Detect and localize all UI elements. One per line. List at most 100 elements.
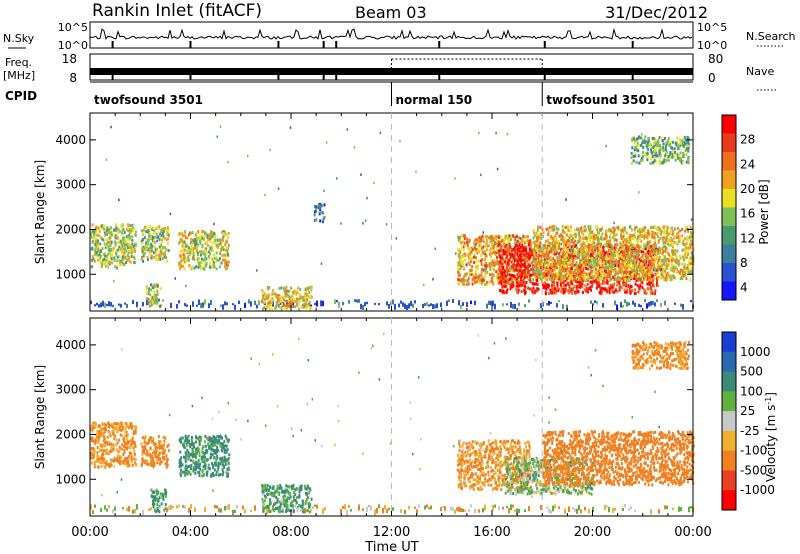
range-cell <box>123 231 126 235</box>
range-cell <box>536 268 539 272</box>
range-cell <box>480 239 483 243</box>
range-cell <box>101 262 104 266</box>
range-cell <box>582 254 585 258</box>
range-cell <box>683 141 686 145</box>
range-cell <box>153 251 155 255</box>
range-cell <box>506 254 509 258</box>
range-cell <box>476 265 479 269</box>
range-cell <box>473 253 476 257</box>
range-cell <box>165 238 168 242</box>
range-cell <box>516 260 519 263</box>
ground-scatter <box>654 302 656 307</box>
ground-scatter <box>412 303 414 308</box>
range-cell <box>127 234 129 238</box>
ground-scatter <box>354 299 356 303</box>
ground-scatter <box>310 304 312 308</box>
range-cell <box>319 208 322 212</box>
range-cell <box>605 236 608 239</box>
range-cell <box>283 298 285 302</box>
range-cell <box>142 245 145 249</box>
range-cell <box>522 235 525 238</box>
range-cell <box>560 272 563 276</box>
range-cell <box>92 231 95 235</box>
range-cell <box>652 277 655 281</box>
range-cell <box>553 225 556 228</box>
range-cell <box>288 298 291 302</box>
range-cell <box>575 279 577 283</box>
range-cell <box>583 242 586 246</box>
range-cell <box>128 228 131 232</box>
range-cell <box>652 245 655 248</box>
range-cell <box>613 275 616 279</box>
range-cell <box>525 256 528 260</box>
range-cell <box>555 252 558 256</box>
range-cell <box>153 245 156 249</box>
range-cell <box>578 263 581 267</box>
range-cell <box>156 284 159 288</box>
ground-scatter <box>648 301 650 307</box>
range-cell <box>533 273 536 277</box>
range-cell <box>592 278 595 282</box>
range-cell <box>678 240 681 244</box>
range-cell <box>524 246 527 250</box>
range-cell <box>186 236 189 240</box>
range-cell <box>682 274 685 278</box>
range-cell <box>647 249 650 253</box>
range-cell <box>126 254 129 257</box>
range-cell <box>194 246 197 250</box>
range-cell <box>643 252 646 256</box>
range-cell <box>600 286 603 290</box>
range-cell <box>653 235 656 239</box>
range-cell <box>527 253 530 257</box>
range-cell <box>549 258 552 262</box>
range-cell <box>650 266 653 270</box>
range-cell <box>91 223 94 227</box>
range-cell <box>688 257 691 261</box>
range-cell <box>537 282 540 286</box>
range-cell <box>509 246 512 249</box>
range-cell <box>662 238 664 242</box>
range-cell <box>213 261 216 265</box>
range-cell <box>526 273 529 277</box>
range-cell <box>262 294 265 298</box>
range-cell <box>637 247 640 251</box>
speckle <box>385 223 388 226</box>
range-cell <box>609 232 612 236</box>
range-cell <box>207 254 210 258</box>
range-cell <box>556 259 559 263</box>
range-cell <box>662 259 665 263</box>
range-cell <box>571 282 574 286</box>
range-cell <box>644 226 647 230</box>
range-cell <box>589 272 592 276</box>
range-cell <box>166 229 169 233</box>
range-cell <box>684 229 687 233</box>
range-cell <box>586 252 588 256</box>
range-cell <box>683 153 686 157</box>
range-cell <box>160 234 163 238</box>
range-cell <box>595 226 598 230</box>
range-cell <box>586 283 589 286</box>
range-cell <box>582 246 585 249</box>
speckle <box>660 268 663 271</box>
range-cell <box>524 284 527 288</box>
range-cell <box>670 241 673 245</box>
range-cell <box>603 243 606 247</box>
range-cell <box>96 243 99 247</box>
range-cell <box>226 248 229 252</box>
range-cell <box>637 276 640 280</box>
range-cell <box>147 238 150 242</box>
range-cell <box>611 249 614 253</box>
range-cell <box>535 266 538 270</box>
range-cell <box>96 233 99 237</box>
ground-scatter <box>120 303 122 308</box>
range-cell <box>586 275 589 279</box>
range-cell <box>663 269 666 273</box>
range-cell <box>581 291 584 294</box>
freq-tick-bottom: 8 <box>69 71 77 85</box>
range-cell <box>624 277 627 281</box>
range-cell <box>192 255 195 259</box>
range-cell <box>569 261 572 265</box>
range-cell <box>677 156 680 160</box>
range-cell <box>624 249 627 253</box>
range-cell <box>685 246 687 250</box>
